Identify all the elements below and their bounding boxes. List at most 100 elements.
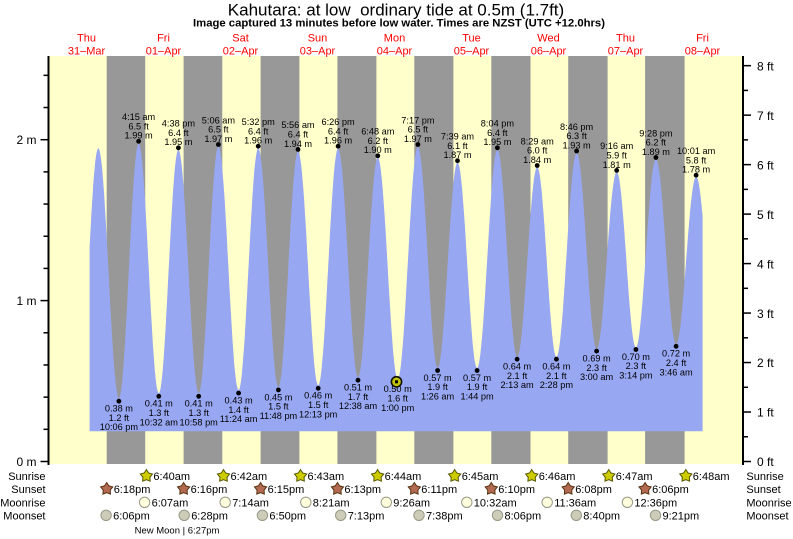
svg-text:6:16pm: 6:16pm xyxy=(191,484,228,496)
svg-text:0.43 m: 0.43 m xyxy=(225,396,253,406)
svg-text:Sat: Sat xyxy=(232,33,249,45)
svg-text:7:13pm: 7:13pm xyxy=(348,510,385,522)
svg-text:6.5 ft: 6.5 ft xyxy=(208,125,229,135)
svg-text:Thu: Thu xyxy=(77,33,96,45)
svg-text:7:14am: 7:14am xyxy=(232,497,269,509)
svg-text:6:47am: 6:47am xyxy=(616,471,653,483)
svg-text:8:46 pm: 8:46 pm xyxy=(560,122,594,132)
svg-text:31–Mar: 31–Mar xyxy=(68,45,106,57)
svg-text:6.4 ft: 6.4 ft xyxy=(288,130,309,140)
svg-text:9:21pm: 9:21pm xyxy=(663,510,700,522)
svg-text:Sun: Sun xyxy=(308,33,328,45)
svg-text:11:48 pm: 11:48 pm xyxy=(260,411,298,421)
svg-text:Wed: Wed xyxy=(537,33,559,45)
svg-text:6:08pm: 6:08pm xyxy=(575,484,612,496)
svg-text:7:38pm: 7:38pm xyxy=(426,510,463,522)
svg-text:Moonset: Moonset xyxy=(746,510,788,522)
svg-text:2.4 ft: 2.4 ft xyxy=(666,358,687,368)
svg-text:02–Apr: 02–Apr xyxy=(223,45,259,57)
svg-text:2.3 ft: 2.3 ft xyxy=(586,363,607,373)
svg-text:3:00 am: 3:00 am xyxy=(580,372,614,382)
svg-text:6.4 ft: 6.4 ft xyxy=(168,128,189,138)
svg-text:6:26 pm: 6:26 pm xyxy=(321,117,355,127)
svg-text:6:45am: 6:45am xyxy=(462,471,499,483)
svg-text:5.9 ft: 5.9 ft xyxy=(606,151,627,161)
svg-text:6:40am: 6:40am xyxy=(153,471,190,483)
svg-text:6.5 ft: 6.5 ft xyxy=(408,125,429,135)
svg-text:2.3 ft: 2.3 ft xyxy=(626,361,647,371)
svg-text:04–Apr: 04–Apr xyxy=(377,45,413,57)
svg-text:Mon: Mon xyxy=(384,33,405,45)
svg-text:New Moon | 6:27pm: New Moon | 6:27pm xyxy=(135,526,220,537)
svg-text:11:24 am: 11:24 am xyxy=(220,414,258,424)
svg-text:Moonset: Moonset xyxy=(3,510,45,522)
svg-text:0.57 m: 0.57 m xyxy=(424,373,452,383)
svg-text:Fri: Fri xyxy=(157,33,170,45)
svg-text:Sunrise: Sunrise xyxy=(746,471,783,483)
svg-text:8:04 pm: 8:04 pm xyxy=(481,119,515,129)
svg-text:05–Apr: 05–Apr xyxy=(454,45,490,57)
svg-text:10:01 am: 10:01 am xyxy=(677,146,716,156)
svg-text:1.99 m: 1.99 m xyxy=(125,131,153,141)
svg-text:1.81 m: 1.81 m xyxy=(603,160,631,170)
svg-text:Fri: Fri xyxy=(696,33,709,45)
svg-text:5:56 am: 5:56 am xyxy=(281,120,315,130)
svg-text:6.4 ft: 6.4 ft xyxy=(328,126,349,136)
svg-text:08–Apr: 08–Apr xyxy=(685,45,721,57)
svg-text:11:36am: 11:36am xyxy=(554,497,596,509)
svg-text:3:14 pm: 3:14 pm xyxy=(619,371,653,381)
svg-text:1.87 m: 1.87 m xyxy=(443,150,471,160)
svg-text:9:28 pm: 9:28 pm xyxy=(639,128,673,138)
svg-text:10:32am: 10:32am xyxy=(474,497,517,509)
svg-text:Moonrise: Moonrise xyxy=(746,497,791,509)
svg-text:1.95 m: 1.95 m xyxy=(164,137,192,147)
svg-text:Moonrise: Moonrise xyxy=(0,497,45,509)
svg-text:1.5 ft: 1.5 ft xyxy=(268,402,289,412)
svg-text:0.51 m: 0.51 m xyxy=(344,383,372,393)
svg-text:6:46am: 6:46am xyxy=(539,471,576,483)
svg-text:2:13 am: 2:13 am xyxy=(500,380,534,390)
svg-text:Sunset: Sunset xyxy=(11,484,45,496)
svg-text:1.97 m: 1.97 m xyxy=(404,134,432,144)
svg-text:3 ft: 3 ft xyxy=(757,307,774,321)
svg-text:0.64 m: 0.64 m xyxy=(542,362,570,372)
svg-text:0.50 m: 0.50 m xyxy=(384,384,412,394)
svg-text:0 ft: 0 ft xyxy=(757,455,774,469)
svg-text:1.96 m: 1.96 m xyxy=(324,136,352,146)
svg-text:6:44am: 6:44am xyxy=(385,471,422,483)
svg-text:1.97 m: 1.97 m xyxy=(204,134,232,144)
svg-text:8:40pm: 8:40pm xyxy=(583,510,620,522)
svg-text:1 m: 1 m xyxy=(16,294,36,308)
svg-text:7:39 am: 7:39 am xyxy=(441,132,475,142)
svg-text:1.6 ft: 1.6 ft xyxy=(387,394,408,404)
svg-text:Image captured 13 minutes befo: Image captured 13 minutes before low wat… xyxy=(193,18,605,30)
svg-text:6 ft: 6 ft xyxy=(757,158,774,172)
svg-text:Kahutara: at low ordinary tid: Kahutara: at low ordinary tide at 0.5m (… xyxy=(228,1,564,20)
svg-text:3:46 am: 3:46 am xyxy=(659,367,693,377)
svg-text:1.3 ft: 1.3 ft xyxy=(188,408,209,418)
svg-text:6:13pm: 6:13pm xyxy=(344,484,381,496)
svg-text:1:26 am: 1:26 am xyxy=(421,392,455,402)
svg-text:1.2 ft: 1.2 ft xyxy=(109,413,130,423)
svg-text:1:00 pm: 1:00 pm xyxy=(381,403,415,413)
svg-text:6.5 ft: 6.5 ft xyxy=(128,121,149,131)
svg-text:5.8 ft: 5.8 ft xyxy=(686,155,707,165)
svg-text:12:36pm: 12:36pm xyxy=(634,497,677,509)
svg-text:1.9 ft: 1.9 ft xyxy=(467,382,488,392)
svg-text:1:44 pm: 1:44 pm xyxy=(460,392,494,402)
svg-text:6.4 ft: 6.4 ft xyxy=(487,128,508,138)
svg-text:0.46 m: 0.46 m xyxy=(304,391,332,401)
svg-text:4:15 am: 4:15 am xyxy=(122,112,156,122)
svg-text:6:48am: 6:48am xyxy=(693,471,730,483)
svg-text:7:17 pm: 7:17 pm xyxy=(401,115,435,125)
svg-text:9:26am: 9:26am xyxy=(393,497,430,509)
svg-text:6:07am: 6:07am xyxy=(152,497,189,509)
svg-text:6.2 ft: 6.2 ft xyxy=(646,138,667,148)
svg-text:0.45 m: 0.45 m xyxy=(264,392,292,402)
svg-text:6:18pm: 6:18pm xyxy=(114,484,151,496)
svg-text:9:16 am: 9:16 am xyxy=(600,141,634,151)
svg-text:6:15pm: 6:15pm xyxy=(268,484,305,496)
svg-text:4 ft: 4 ft xyxy=(757,257,774,271)
svg-text:6:06pm: 6:06pm xyxy=(652,484,689,496)
svg-text:4:38 pm: 4:38 pm xyxy=(162,119,196,129)
